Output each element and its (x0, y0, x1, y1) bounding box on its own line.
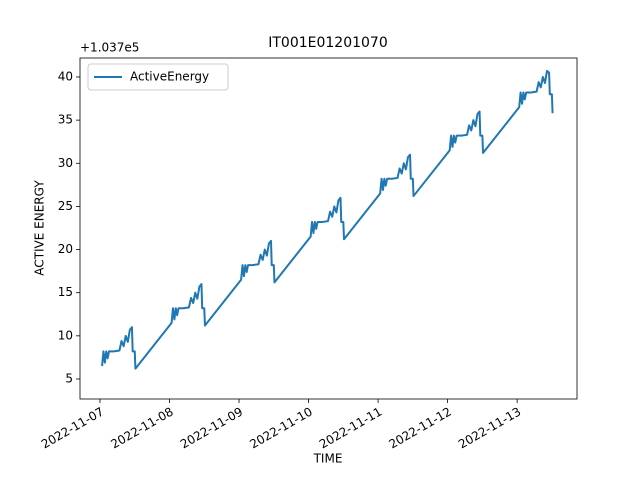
legend-label: ActiveEnergy (130, 70, 209, 84)
y-tick-label: 5 (65, 371, 73, 385)
legend-box (87, 63, 229, 91)
x-axis-label: TIME (313, 452, 343, 466)
y-tick-label: 25 (58, 199, 73, 213)
y-tick-label: 35 (58, 113, 73, 127)
y-tick-label: 20 (58, 242, 73, 256)
offset-text: +1.037e5 (80, 41, 139, 55)
y-tick-label: 30 (58, 156, 73, 170)
y-tick-label: 40 (58, 69, 73, 83)
chart-title: IT001E01201070 (268, 35, 388, 51)
y-tick-label: 10 (58, 328, 73, 342)
data-line (101, 69, 554, 370)
y-axis-label: ACTIVE ENERGY (33, 180, 47, 276)
axes-frame (79, 57, 578, 400)
y-tick-label: 15 (58, 285, 73, 299)
